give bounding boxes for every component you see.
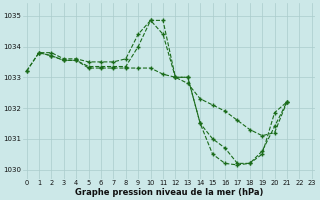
X-axis label: Graphe pression niveau de la mer (hPa): Graphe pression niveau de la mer (hPa) [75, 188, 263, 197]
